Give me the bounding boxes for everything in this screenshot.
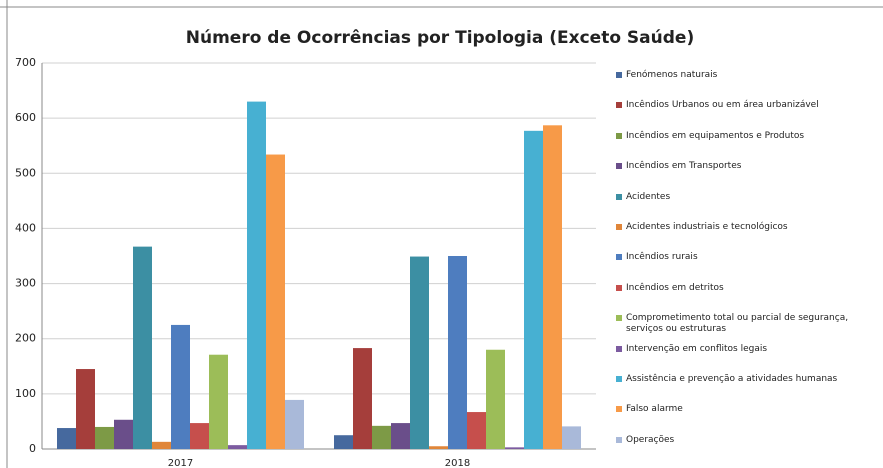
bar	[429, 446, 448, 449]
legend-item: Operações	[616, 435, 878, 446]
bar	[285, 399, 304, 449]
legend-label: Acidentes	[626, 191, 671, 202]
legend-label: Incêndios rurais	[626, 252, 698, 263]
legend-swatch	[616, 436, 622, 443]
bar	[190, 423, 209, 449]
bar	[353, 348, 372, 449]
legend-swatch	[616, 376, 622, 382]
legend-item: Fenómenos naturais	[616, 70, 878, 81]
y-tick-label: 100	[15, 387, 36, 400]
legend-swatch	[616, 406, 622, 413]
x-tick-label: 2017	[168, 458, 193, 468]
y-tick-label: 300	[15, 277, 36, 290]
legend-swatch	[616, 193, 622, 200]
bar	[372, 425, 391, 449]
legend-label: Intervenção em conflitos legais	[626, 343, 768, 354]
legend-item: Intervenção em conflitos legais	[616, 344, 878, 355]
bar	[171, 324, 190, 449]
legend-swatch	[616, 72, 622, 78]
legend-item: Comprometimento total ou parcial de segu…	[616, 313, 878, 335]
legend-item: Falso alarme	[616, 404, 878, 415]
legend-item: Assistência e prevenção a atividades hum…	[616, 374, 878, 385]
legend-item: Incêndios em detritos	[616, 283, 878, 294]
legend-swatch	[616, 284, 622, 291]
legend-label: Incêndios Urbanos ou em área urbanizável	[626, 100, 819, 111]
bar	[524, 130, 543, 449]
bar	[247, 101, 266, 449]
bar	[228, 445, 247, 449]
bar	[486, 349, 505, 449]
bar	[334, 435, 353, 449]
legend-label: Falso alarme	[626, 404, 683, 415]
y-tick-label: 600	[15, 111, 36, 124]
legend-swatch	[616, 224, 622, 230]
legend-item: Incêndios em Transportes	[616, 161, 878, 172]
y-tick-label: 200	[15, 332, 36, 345]
legend-label: Acidentes industriais e tecnológicos	[626, 222, 788, 232]
bar	[209, 354, 228, 449]
legend-swatch	[616, 102, 622, 109]
bar	[152, 441, 171, 449]
legend-label: Fenómenos naturais	[626, 70, 718, 80]
bar	[391, 423, 410, 449]
legend-label: Incêndios em equipamentos e Produtos	[626, 130, 805, 141]
y-tick-label: 700	[15, 56, 36, 69]
legend-label: Operações	[626, 434, 675, 445]
legend-swatch	[616, 132, 622, 139]
bar	[562, 426, 581, 449]
legend-label: Assistência e prevenção a atividades hum…	[626, 374, 838, 384]
legend-label: Incêndios em detritos	[626, 282, 724, 293]
legend-item: Acidentes industriais e tecnológicos	[616, 222, 878, 233]
bar	[76, 369, 95, 449]
bar	[114, 419, 133, 449]
legend-item: Incêndios em equipamentos e Produtos	[616, 131, 878, 142]
x-tick-label: 2018	[445, 458, 470, 468]
bar	[467, 412, 486, 449]
y-tick-label: 0	[29, 442, 36, 455]
y-tick-label: 500	[15, 166, 36, 179]
legend-swatch	[616, 254, 622, 261]
chart-title: Número de Ocorrências por Tipologia (Exc…	[186, 28, 694, 48]
legend-swatch	[616, 163, 622, 170]
bar	[448, 256, 467, 449]
y-tick-label: 400	[15, 221, 36, 234]
bar	[505, 447, 524, 449]
bar	[95, 426, 114, 449]
legend-item: Acidentes	[616, 192, 878, 203]
legend-item: Incêndios rurais	[616, 252, 878, 263]
legend-label: Comprometimento total ou parcial de segu…	[626, 313, 849, 335]
bar	[266, 154, 285, 449]
legend-item: Incêndios Urbanos ou em área urbanizável	[616, 100, 878, 111]
bar	[410, 256, 429, 449]
legend-label: Incêndios em Transportes	[626, 161, 742, 172]
bar	[57, 428, 76, 449]
bar	[543, 125, 562, 449]
bar	[133, 246, 152, 449]
legend-swatch	[616, 315, 622, 322]
legend-swatch	[616, 345, 622, 352]
